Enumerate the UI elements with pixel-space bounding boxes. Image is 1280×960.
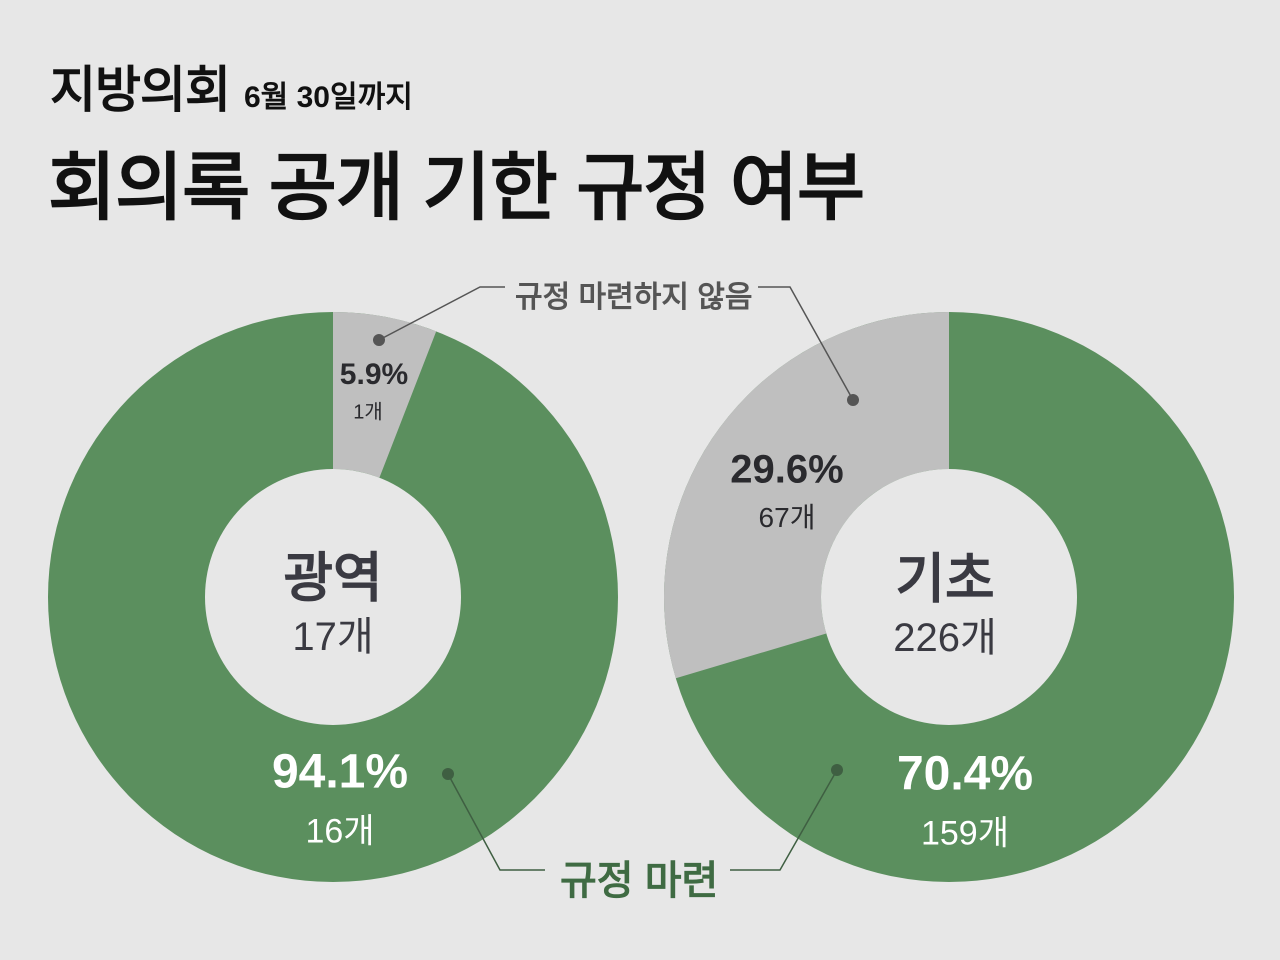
count-has-rule-gicho: 159개 (920, 814, 1010, 853)
slice-no-rule (333, 312, 437, 478)
marker-dot (373, 334, 385, 346)
pct-has-rule-gwangyeok: 94.1% (271, 745, 409, 799)
center-name-gwangyeok: 광역 (283, 548, 383, 609)
leader-lines-has-rule (447, 769, 838, 871)
donut-hole (205, 469, 461, 725)
count-has-rule-gwangyeok: 16개 (305, 812, 375, 851)
count-no-rule-gicho: 67개 (758, 502, 816, 533)
chart-supertitle: 지방의회 6월 30일까지 (50, 50, 413, 122)
marker-dot (831, 764, 843, 776)
donut-gicho (663, 312, 1234, 882)
count-no-rule-gwangyeok: 1개 (353, 401, 383, 424)
leader-lines-no-rule (378, 286, 854, 401)
legend-has-rule: 규정 마련 (560, 859, 719, 903)
donut-gwangyeok (48, 312, 618, 882)
donut-hole (821, 469, 1077, 725)
center-total-gwangyeok: 17개 (292, 615, 374, 659)
slice-no-rule (663, 312, 949, 679)
pct-has-rule-gicho: 70.4% (896, 747, 1034, 801)
marker-dot (442, 768, 454, 780)
deadline-label: 6월 30일까지 (244, 81, 413, 114)
marker-dot (847, 394, 859, 406)
chart-title: 회의록 공개 기한 규정 여부 (48, 146, 865, 229)
pct-no-rule-gicho: 29.6% (730, 447, 844, 492)
center-name-gicho: 기초 (895, 549, 995, 610)
legend-no-rule: 규정 마련하지 않음 (515, 281, 753, 314)
pct-no-rule-gwangyeok: 5.9% (339, 358, 409, 391)
subject-label: 지방의회 (50, 62, 231, 118)
center-total-gicho: 226개 (893, 616, 997, 660)
